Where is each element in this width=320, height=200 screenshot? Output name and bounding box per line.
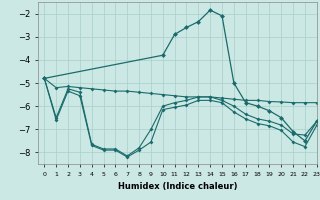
X-axis label: Humidex (Indice chaleur): Humidex (Indice chaleur) [118, 182, 237, 191]
